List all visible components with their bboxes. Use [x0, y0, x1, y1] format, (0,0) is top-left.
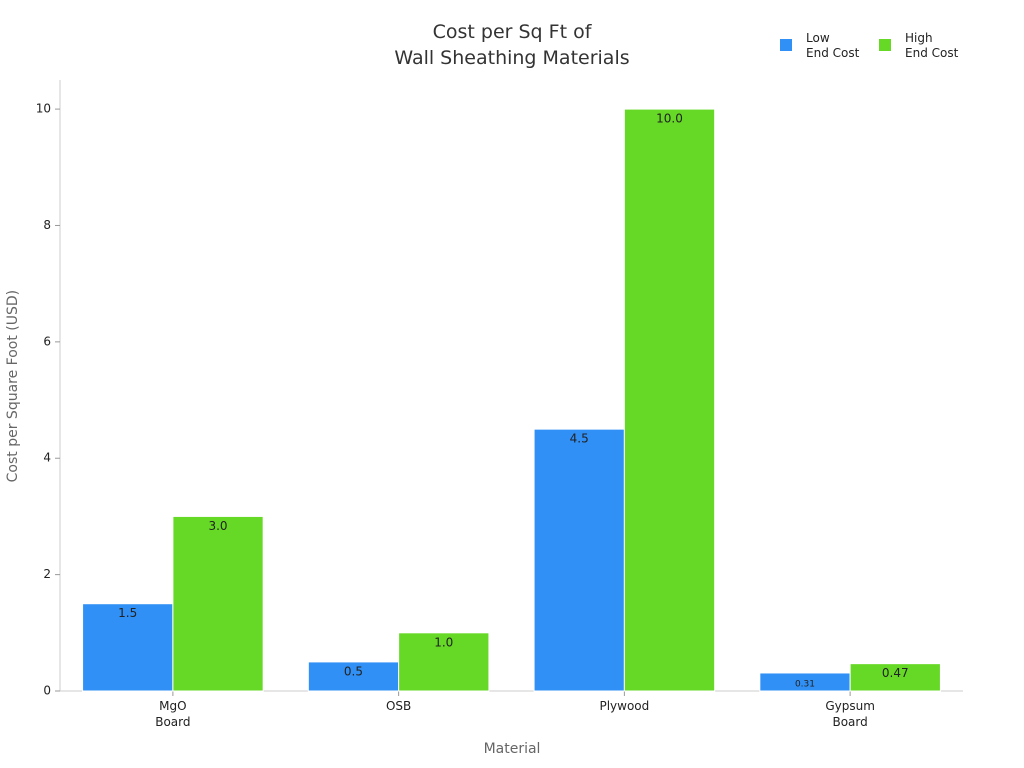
value-label: 10.0	[656, 112, 683, 126]
bar	[623, 108, 716, 692]
x-axis-label: Material	[483, 741, 541, 757]
legend-label: High End Cost	[905, 31, 959, 60]
bar	[398, 632, 490, 692]
bar	[307, 661, 400, 692]
chart-title: Cost per Sq Ft of Wall Sheathing Materia…	[394, 21, 630, 69]
y-tick-label: 0	[43, 684, 51, 698]
legend-swatch	[879, 39, 891, 51]
bar	[849, 663, 941, 692]
value-label: 0.31	[795, 679, 815, 689]
value-label: 0.5	[344, 664, 363, 678]
value-label: 1.0	[434, 635, 453, 649]
y-tick-label: 2	[43, 567, 51, 581]
legend-swatch	[780, 39, 792, 51]
bar	[533, 428, 625, 692]
y-tick-label: 8	[43, 218, 51, 232]
value-label: 1.5	[118, 606, 137, 620]
x-tick-label: Plywood	[599, 699, 650, 713]
y-axis-label: Cost per Square Foot (USD)	[4, 289, 21, 483]
bar	[172, 515, 264, 692]
y-tick-label: 4	[43, 451, 51, 465]
legend-label: Low End Cost	[806, 31, 860, 60]
y-tick-label: 6	[43, 334, 51, 348]
x-tick-label: MgO Board	[155, 699, 191, 729]
y-tick-label: 10	[36, 102, 51, 116]
x-tick-label: Gypsum Board	[825, 699, 875, 729]
value-label: 3.0	[208, 519, 227, 533]
value-label: 4.5	[570, 432, 589, 446]
value-label: 0.47	[882, 666, 909, 680]
x-tick-label: OSB	[385, 699, 412, 713]
